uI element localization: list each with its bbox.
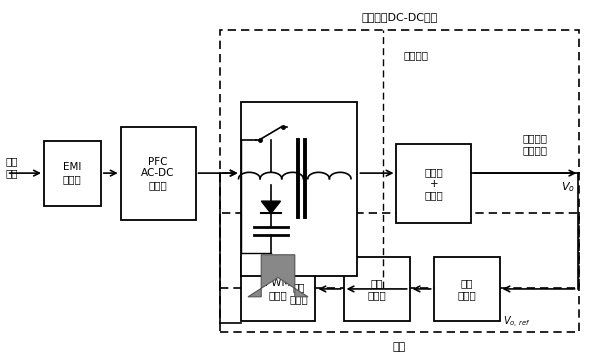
Text: EMI
滤波器: EMI 滤波器 — [63, 163, 82, 184]
Polygon shape — [248, 255, 308, 297]
Text: PWM
控制器: PWM 控制器 — [265, 278, 291, 300]
Text: 交流
输入: 交流 输入 — [5, 156, 18, 178]
Bar — [219, 213, 579, 332]
Polygon shape — [261, 201, 281, 213]
Bar — [240, 102, 358, 276]
Text: 隔离边界: 隔离边界 — [403, 50, 428, 60]
Bar — [121, 127, 195, 220]
Bar — [397, 144, 471, 223]
Text: 反馈: 反馈 — [393, 342, 406, 353]
Bar — [44, 141, 101, 206]
Text: $V_o$: $V_o$ — [561, 180, 575, 194]
Bar — [219, 31, 579, 288]
Bar — [344, 257, 410, 321]
Text: 误差
放大器: 误差 放大器 — [457, 278, 476, 300]
Text: 光电
耦合器: 光电 耦合器 — [367, 278, 386, 300]
Text: PFC
AC-DC
整流器: PFC AC-DC 整流器 — [141, 157, 175, 190]
Bar — [433, 257, 499, 321]
Text: 额定直流
输出电压: 额定直流 输出电压 — [522, 133, 548, 155]
Text: 带隔离的DC-DC转换: 带隔离的DC-DC转换 — [361, 12, 438, 22]
Bar — [240, 257, 316, 321]
Text: $V_{o,\,ref}$: $V_{o,\,ref}$ — [503, 315, 531, 330]
Text: 整流器
+
滤波器: 整流器 + 滤波器 — [424, 167, 444, 201]
Text: 高频
变压器: 高频 变压器 — [289, 282, 308, 304]
